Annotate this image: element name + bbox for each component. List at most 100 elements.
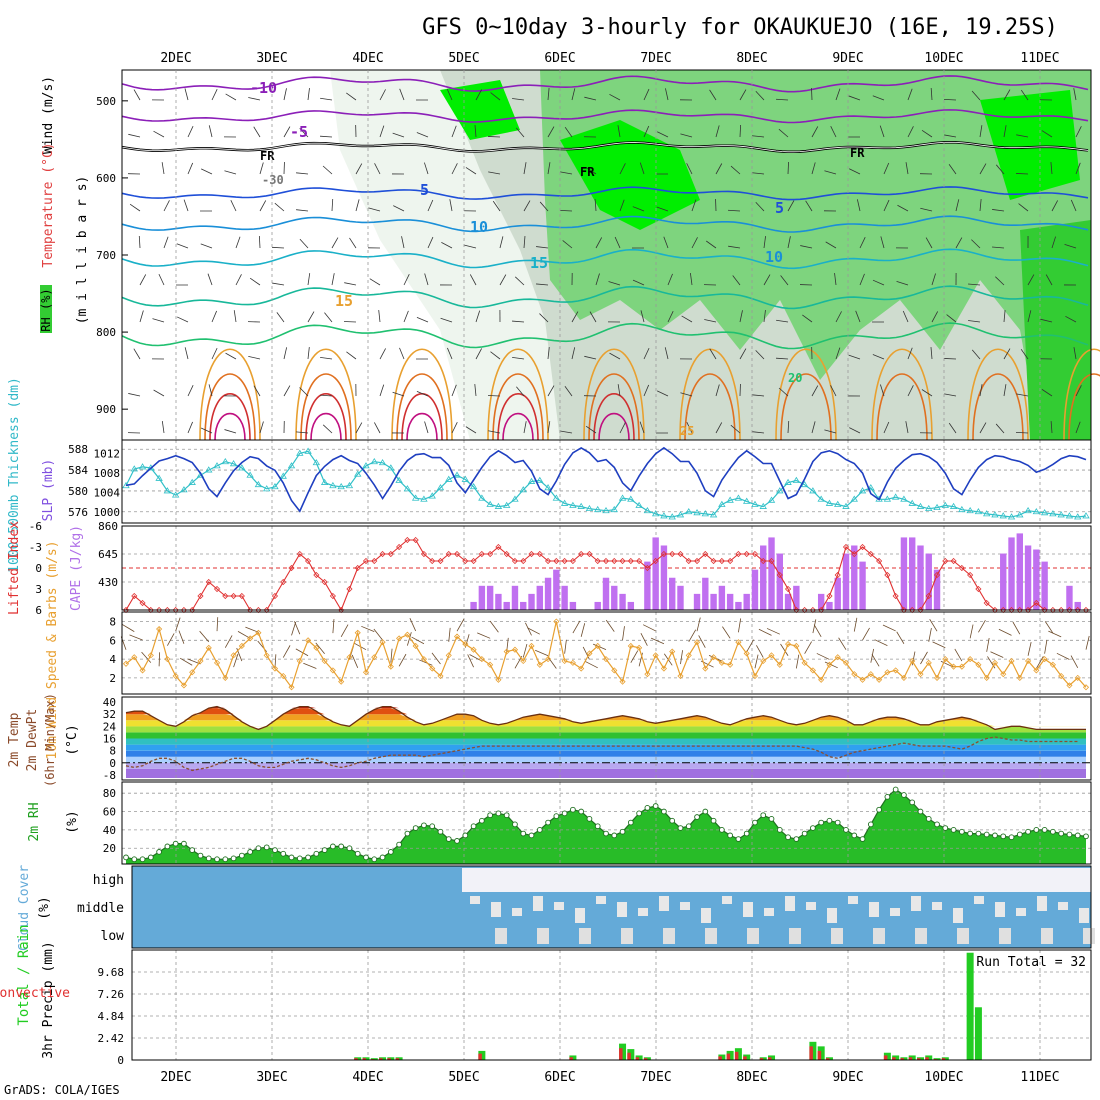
li-point (379, 550, 386, 558)
li-tick-label: -3 (29, 541, 42, 554)
wind-barb (451, 163, 458, 175)
wind-barb (609, 352, 621, 360)
li-point (958, 564, 965, 572)
wind-barb (469, 274, 477, 286)
thickness-point (345, 481, 354, 489)
cloud-middle-gap (869, 902, 879, 917)
li-point (776, 571, 783, 579)
slp-axis-label: SLP (mb) (41, 459, 56, 522)
rh-tick-label: 80 (103, 787, 116, 800)
precip-conv-bar (900, 1058, 904, 1060)
wind-speed-point (354, 629, 361, 636)
temp-band (126, 708, 1086, 715)
wind-barb (880, 236, 885, 249)
thickness-point (403, 485, 412, 492)
cloud-low-gap (495, 928, 507, 944)
temp-band (126, 726, 1086, 733)
wind-barb (299, 387, 309, 397)
rh-point (636, 810, 642, 817)
wind-barb (294, 621, 301, 635)
cape-bar (842, 553, 850, 610)
cape-bar (470, 601, 477, 610)
li-point (636, 557, 643, 565)
wind-speed-point (751, 672, 759, 680)
thickness-point (668, 513, 676, 520)
isotherm-warm-loop (295, 348, 357, 441)
temp-line (125, 705, 1086, 731)
li-point (933, 571, 941, 579)
cape-bar (933, 569, 941, 610)
rh-point (263, 844, 270, 851)
rh-point (346, 845, 353, 852)
rh-point (363, 854, 369, 861)
rh-point (752, 819, 758, 826)
wind-barb (187, 162, 194, 175)
wind-speed-point (627, 642, 634, 650)
cape-bar (760, 545, 767, 610)
date-label-bottom: 6DEC (544, 1070, 575, 1085)
wind-barb (307, 311, 315, 323)
wind-barb (527, 627, 540, 635)
wind-barb (446, 88, 453, 101)
wind-barb (931, 273, 936, 286)
wind-barb (163, 236, 169, 249)
wind-barb (681, 315, 693, 323)
wind-barb (811, 421, 816, 434)
footer-credit: GrADS: COLA/IGES (4, 1083, 120, 1097)
wind-barb (235, 236, 241, 249)
wind-barb (907, 88, 913, 101)
wind-barb (617, 384, 621, 397)
wind-speed-point (321, 657, 328, 665)
li-point (602, 557, 610, 565)
wind-speed-point (288, 684, 295, 691)
li-point (520, 557, 527, 565)
cape-bar (900, 537, 908, 610)
wind-speed-point (561, 657, 568, 665)
wind-barb (320, 97, 333, 101)
thickness-axis-label: 1000-500mb Thickness (dm) (7, 377, 22, 573)
wind-barb (351, 654, 359, 668)
rh-point (669, 817, 676, 824)
wind-barb (932, 641, 946, 649)
wind-speed-point (296, 657, 303, 665)
wind-barb (1041, 130, 1053, 138)
li-point (677, 550, 684, 558)
wind-speed-point (793, 642, 800, 650)
wind-speed-point (818, 676, 825, 683)
wind-barb (902, 310, 909, 323)
wind-barb (752, 394, 765, 397)
wind-speed-point (238, 642, 245, 650)
slp-tick-label: 1008 (94, 467, 121, 480)
temp-band (126, 732, 1086, 739)
wind-barb (199, 630, 210, 643)
temp-tick-label: 32 (103, 708, 116, 721)
wind-speed-point (1066, 682, 1073, 689)
wind-barb (848, 354, 861, 360)
wind-barb (475, 310, 481, 323)
rh-point (528, 832, 535, 839)
wind-barb (1003, 125, 1007, 138)
wind-barb (1020, 348, 1029, 360)
wind-barb (746, 639, 755, 652)
thickness-point (1024, 506, 1032, 514)
precip-frame (131, 949, 1092, 1061)
cloud-middle-gap (491, 902, 501, 917)
wind-barb (161, 421, 165, 434)
wind-barb (522, 643, 528, 658)
wind-barb (595, 273, 600, 286)
thickness-point (610, 505, 618, 513)
wind-speed-point (470, 646, 477, 653)
wind-barb (176, 243, 189, 249)
wind-barb (536, 283, 549, 286)
li-point (478, 550, 485, 558)
wind-barb (465, 167, 477, 175)
wind-speed-point (677, 672, 684, 680)
li-point (751, 550, 759, 558)
li-point (453, 550, 461, 558)
wind-barb (349, 237, 357, 249)
wind-speed-point (619, 678, 626, 685)
temperature-axis-label: Temperature (°C) (41, 142, 56, 267)
isotherm-label: FR (580, 165, 595, 179)
cape-bar (511, 585, 519, 610)
